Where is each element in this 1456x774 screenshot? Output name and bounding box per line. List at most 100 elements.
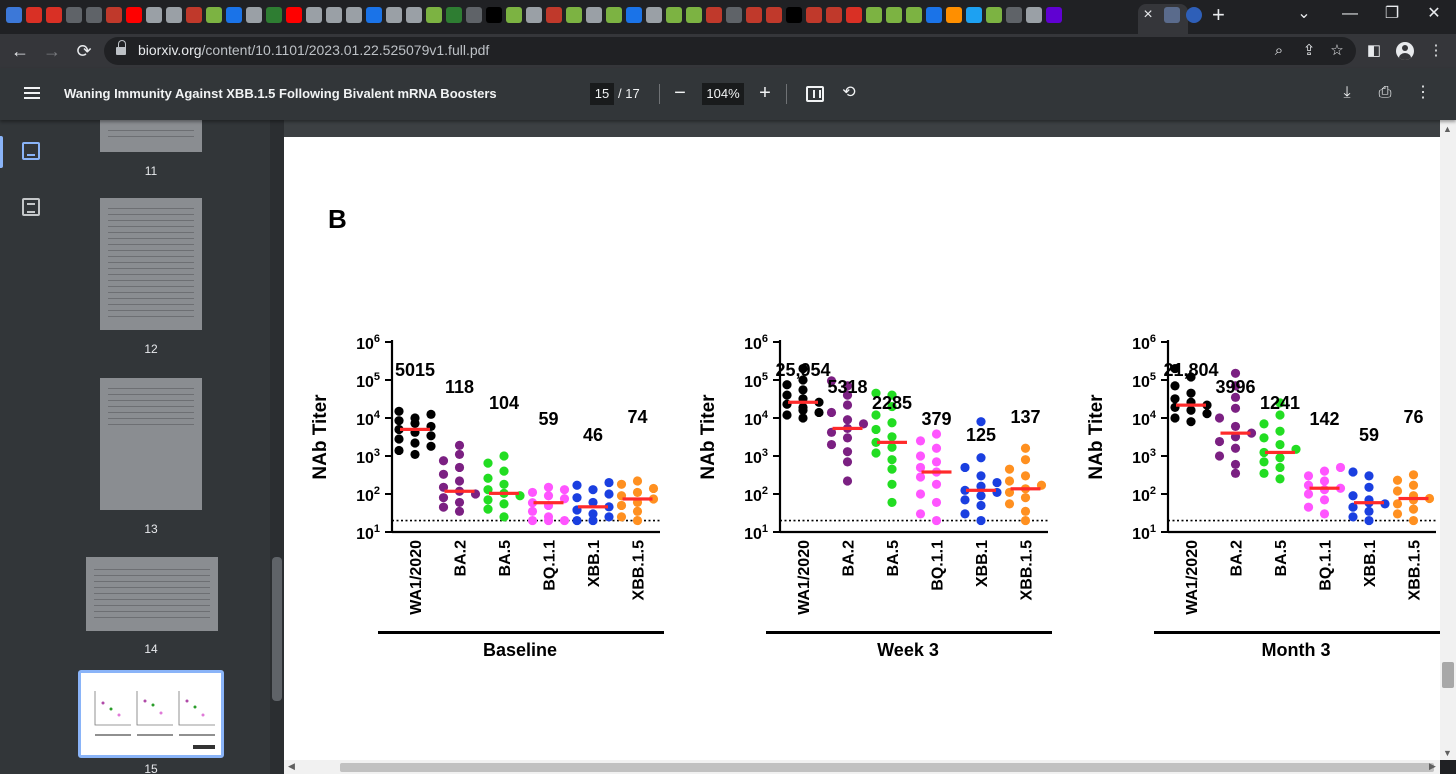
tab-favicon[interactable] [1006,7,1022,23]
tab-favicon[interactable] [946,7,962,23]
search-tab-favicon[interactable] [1186,7,1202,23]
tab-favicon[interactable] [606,7,622,23]
tab-favicon[interactable] [266,7,282,23]
tab-favicon[interactable] [866,7,882,23]
tab-favicon[interactable] [86,7,102,23]
scroll-left-arrow-icon[interactable]: ◀ [288,761,295,771]
tab-search-chevron-icon[interactable]: ⌄ [1297,5,1311,22]
page-scrollbar-thumb[interactable] [1442,662,1454,688]
tab-favicon[interactable] [726,7,742,23]
tab-favicon[interactable] [846,7,862,23]
new-tab-button[interactable]: + [1212,2,1225,27]
tab-favicon[interactable] [126,7,142,23]
tab-favicon[interactable] [486,7,502,23]
tab-favicon[interactable] [806,7,822,23]
chrome-menu-icon[interactable]: ⋮ [1428,42,1444,59]
tab-favicon[interactable] [826,7,842,23]
page-thumbnail[interactable] [100,378,202,510]
address-bar[interactable]: biorxiv.org/content/10.1101/2023.01.22.5… [104,37,1356,65]
tab-favicon[interactable] [786,7,802,23]
tab-favicon[interactable] [366,7,382,23]
reload-icon[interactable]: ⟳ [76,41,92,61]
zoom-in-icon[interactable]: + [759,82,771,104]
close-window-icon[interactable]: ✕ [1427,5,1441,22]
tab-close-icon[interactable]: × [1143,6,1153,23]
tab-favicon[interactable] [986,7,1002,23]
page-scrollbar[interactable] [1440,120,1456,760]
back-arrow-icon[interactable]: ← [11,41,29,61]
zoom-level-input[interactable]: 104% [702,83,744,105]
tab-favicon[interactable] [646,7,662,23]
print-icon[interactable]: ⎙ [1378,84,1392,101]
page-thumbnail[interactable] [100,198,202,330]
tab-favicon[interactable] [446,7,462,23]
tab-favicon[interactable] [306,7,322,23]
fit-to-page-icon[interactable] [806,86,824,102]
minimize-icon[interactable]: — [1342,5,1358,22]
tab-favicon[interactable] [246,7,262,23]
thumbnails-view-icon[interactable] [22,142,40,160]
tab-favicon[interactable] [526,7,542,23]
profile-avatar-icon[interactable] [1396,42,1414,60]
tab-favicon[interactable] [706,7,722,23]
tab-favicon[interactable] [746,7,762,23]
tab-favicon[interactable] [286,7,302,23]
page-number-input[interactable]: 15 [590,83,614,105]
tab-favicon[interactable] [1046,7,1062,23]
tab-favicon[interactable] [46,7,62,23]
tab-favicon[interactable] [426,7,442,23]
bookmark-star-icon[interactable]: ☆ [1330,42,1344,59]
tab-favicon[interactable] [206,7,222,23]
tab-favicon[interactable] [766,7,782,23]
sidebar-scrollbar-thumb[interactable] [272,557,282,701]
tab-favicon[interactable] [966,7,982,23]
zoom-out-icon[interactable]: − [674,82,686,104]
tab-favicon[interactable] [586,7,602,23]
document-outline-icon[interactable] [22,198,40,216]
scroll-up-arrow-icon[interactable]: ▲ [1443,124,1452,134]
lock-icon[interactable] [116,40,126,55]
tab-favicon[interactable] [66,7,82,23]
data-point [1408,480,1419,490]
tab-favicon[interactable] [386,7,402,23]
download-icon[interactable]: ⤓ [1343,84,1351,101]
tab-favicon[interactable] [406,7,422,23]
tab-favicon[interactable] [926,7,942,23]
more-options-icon[interactable]: ⋮ [1415,84,1431,101]
tab-favicon[interactable] [186,7,202,23]
tab-favicon[interactable] [106,7,122,23]
tab-favicon[interactable] [1026,7,1042,23]
tab-favicon[interactable] [626,7,642,23]
tab-favicon[interactable] [506,7,522,23]
restore-icon[interactable]: ❐ [1384,5,1400,22]
tab-favicon[interactable] [166,7,182,23]
page-thumbnail[interactable] [100,120,202,152]
page-total: / 17 [618,86,640,101]
tab-favicon[interactable] [686,7,702,23]
zoom-magnifier-icon[interactable]: ⌕ [1274,42,1284,59]
horizontal-scrollbar-thumb[interactable] [340,763,1434,772]
tab-favicon[interactable] [886,7,902,23]
data-point [499,512,509,522]
page-thumbnail[interactable] [86,557,218,631]
tab-favicon[interactable] [326,7,342,23]
tab-favicon[interactable] [566,7,582,23]
tab-favicon[interactable] [546,7,562,23]
tab-favicon[interactable] [26,7,42,23]
side-panel-icon[interactable]: ◧ [1366,42,1382,59]
rotate-icon[interactable]: ⟲ [842,84,856,101]
tab-favicon[interactable] [466,7,482,23]
tab-favicon[interactable] [346,7,362,23]
share-icon[interactable]: ⇪ [1302,42,1316,59]
tab-favicon[interactable] [666,7,682,23]
scroll-down-arrow-icon[interactable]: ▼ [1443,748,1452,758]
menu-hamburger-icon[interactable] [24,87,40,99]
scroll-right-arrow-icon[interactable]: ▶ [1429,761,1436,771]
tab-favicon[interactable] [226,7,242,23]
tab-favicon[interactable] [906,7,922,23]
tab-favicon[interactable] [6,7,22,23]
url-text[interactable]: biorxiv.org/content/10.1101/2023.01.22.5… [138,42,490,58]
tab-favicon[interactable] [146,7,162,23]
page-thumbnail-selected[interactable] [78,670,224,758]
forward-arrow-icon[interactable]: → [43,41,61,61]
